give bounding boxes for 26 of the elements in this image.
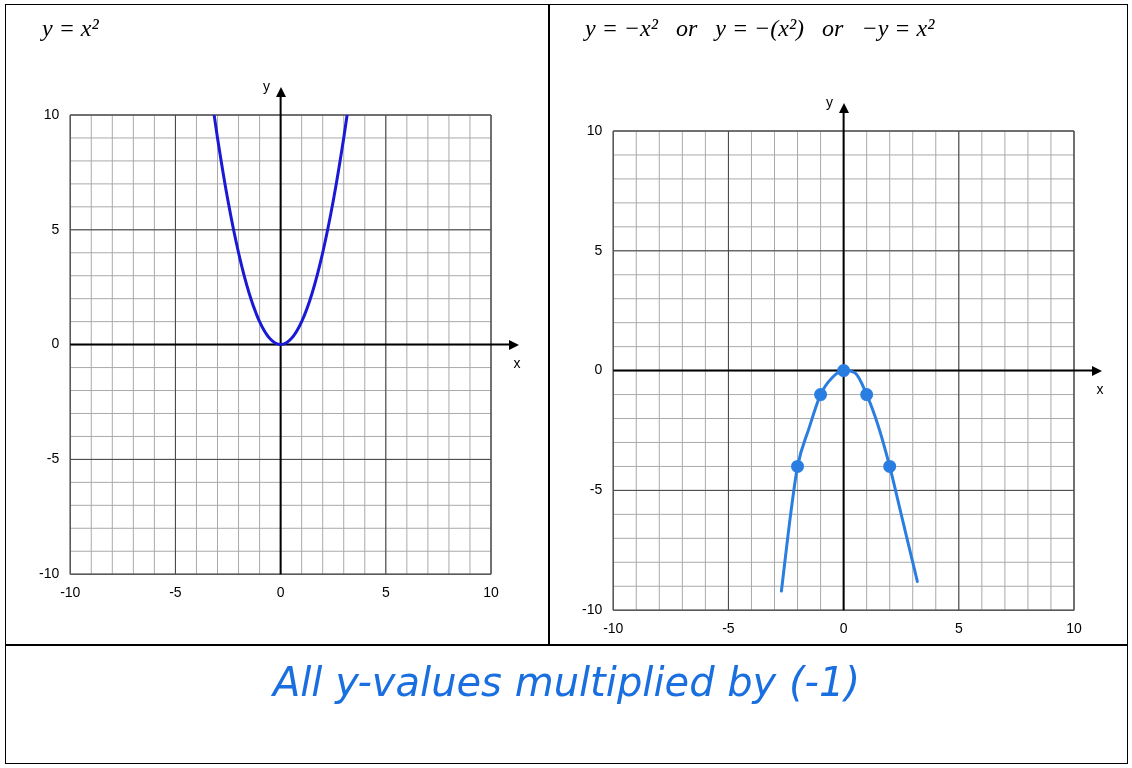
y-tick-label: -5 [46,450,60,467]
x-tick-label: -5 [722,620,735,637]
y-tick-label: 0 [594,361,603,378]
y-tick-label: -10 [39,565,60,582]
x-tick-label: 10 [1066,620,1082,637]
x-tick-label: -5 [169,584,182,601]
x-axis-title: x [1096,381,1104,398]
x-axis-title: x [513,355,521,372]
x-tick-label: 0 [839,620,848,637]
y-tick-label: 10 [43,105,60,122]
x-tick-label: 10 [483,584,499,601]
y-axis-title: y [263,77,271,94]
x-tick-label: 5 [381,584,390,601]
y-tick-label: -10 [582,601,603,618]
y-tick-label: 5 [594,241,603,258]
chart-title: y = x² [42,15,99,42]
text: All y-values multiplied by (-1) [270,659,862,705]
chart-title: y = −x² or y = −(x²) or −y = x² [585,15,935,42]
y-tick-label: 10 [586,121,603,138]
x-tick-label: 5 [954,620,963,637]
y-axis-title: y [826,93,834,110]
y-tick-label: -5 [589,481,603,498]
y-tick-label: 0 [51,335,60,352]
x-tick-label: 0 [276,584,285,601]
y-tick-label: 5 [51,220,60,237]
line-series [212,115,349,347]
